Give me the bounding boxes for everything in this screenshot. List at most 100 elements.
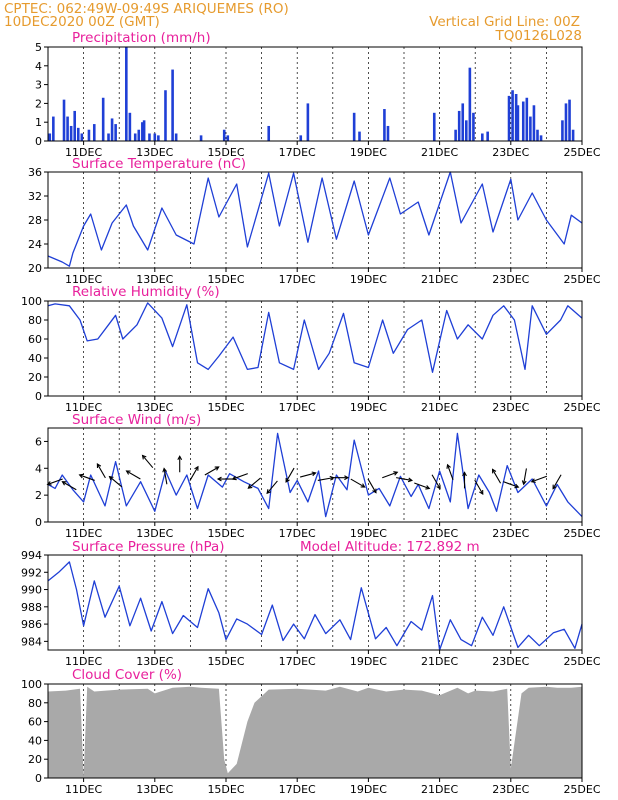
x-tick-label: 17DEC (279, 273, 316, 286)
header-run-id: TQ0126L028 (494, 28, 582, 44)
wind-arrow (396, 477, 414, 483)
y-tick-label: 994 (21, 549, 42, 562)
panel-title: Surface Pressure (hPa) (72, 539, 225, 555)
x-tick-label: 15DEC (207, 146, 244, 159)
x-tick-label: 11DEC (65, 401, 102, 414)
wind-arrow-head (372, 488, 377, 494)
bar (222, 129, 226, 141)
bar (561, 120, 564, 141)
bar (521, 101, 525, 141)
wind-arrow (216, 476, 234, 482)
bar (539, 135, 543, 141)
wind-arrow-shaft (96, 463, 106, 479)
wind-arrow-head (125, 470, 131, 475)
wind-arrow-shaft (447, 464, 454, 481)
x-tick-label: 11DEC (65, 527, 102, 540)
wind-arrow (491, 468, 502, 484)
panel-3: 0 20 40 60 80 100 11DEC 13DEC 15DEC 17DEC 19DEC 21D… (21, 284, 601, 414)
wind-arrow-shaft (204, 466, 219, 476)
wind-arrow-shaft (189, 466, 199, 481)
bar (141, 122, 144, 141)
y-tick-label: 40 (28, 734, 42, 747)
x-tick-label: 15DEC (207, 273, 244, 286)
x-tick-label: 21DEC (421, 783, 458, 796)
wind-arrow-head (61, 481, 67, 486)
bar (92, 124, 96, 141)
x-tick-label: 13DEC (136, 146, 173, 159)
x-tick-label: 21DEC (421, 273, 458, 286)
x-tick-label: 13DEC (136, 401, 173, 414)
wind-arrow-shaft (232, 473, 248, 480)
wind-arrow-shaft (247, 477, 261, 489)
panel-1: 0 1 2 3 4 5 11DEC 13DEC 15DEC 17DEC 19DEC 21DEC 23DE… (35, 30, 601, 159)
x-tick-label: 21DEC (421, 527, 458, 540)
panel-title: Surface Wind (m/s) (72, 412, 201, 428)
cloud-area (48, 686, 582, 778)
x-tick-label: 21DEC (421, 655, 458, 668)
bar (358, 131, 361, 141)
wind-arrow (189, 465, 199, 481)
x-tick-label: 23DEC (492, 783, 529, 796)
bar (171, 69, 174, 141)
y-tick-label: 28 (28, 214, 42, 227)
bar (128, 112, 132, 141)
wind-arrow-shaft (126, 470, 141, 480)
wind-arrow-head (311, 471, 317, 477)
bar (125, 47, 128, 141)
x-tick-label: 15DEC (207, 655, 244, 668)
wind-arrow (382, 471, 399, 479)
bar (525, 97, 529, 141)
y-tick-label: 6 (35, 435, 42, 448)
x-tick-label: 11DEC (65, 273, 102, 286)
bar (299, 135, 303, 141)
wind-arrow-shaft (414, 482, 430, 489)
bar (571, 129, 575, 141)
y-tick-label: 5 (35, 41, 42, 54)
x-tick-label: 25DEC (563, 146, 600, 159)
wind-arrow-shaft (492, 469, 502, 484)
wind-arrow-head (360, 483, 366, 488)
panel-annotation: Model Altitude: 172.892 m (300, 539, 480, 555)
wind-arrow-head (514, 483, 520, 489)
y-tick-label: 0 (35, 135, 42, 148)
x-tick-label: 19DEC (350, 146, 387, 159)
wind-arrow-shaft (396, 477, 412, 481)
wind-arrow (61, 481, 77, 491)
bar (62, 99, 66, 141)
bar (457, 110, 461, 141)
y-tick-label: 100 (21, 678, 42, 691)
y-tick-label: 986 (21, 618, 42, 631)
wind-arrow-head (177, 455, 183, 461)
panel-frame (47, 46, 583, 142)
y-tick-label: 60 (28, 716, 42, 729)
panel-4: 0 2 4 6 11DEC 13DEC 15DEC 17DEC 19DEC 21DEC 23DEC 2… (35, 412, 601, 540)
wind-arrow-head (194, 465, 199, 471)
x-tick-label: 25DEC (563, 655, 600, 668)
wind-arrow (503, 481, 520, 489)
y-tick-label: 24 (28, 238, 42, 251)
panel-frame (47, 554, 583, 651)
x-tick-label: 13DEC (136, 273, 173, 286)
wind-arrow-head (344, 475, 350, 481)
bar (486, 131, 489, 141)
wind-arrow-shaft (266, 480, 278, 494)
x-tick-label: 23DEC (492, 527, 529, 540)
x-tick-label: 23DEC (492, 273, 529, 286)
x-tick-label: 11DEC (65, 655, 102, 668)
wind-arrow (350, 478, 366, 488)
panel-title: Surface Temperature (nC) (72, 156, 246, 172)
panel-title: Relative Humidity (%) (72, 284, 220, 300)
y-tick-label: 2 (35, 97, 42, 110)
y-tick-label: 984 (21, 635, 42, 648)
header-grid-note: Vertical Grid Line: 00Z (429, 14, 580, 30)
bar (536, 129, 539, 141)
bar (76, 127, 80, 141)
bar (142, 120, 146, 141)
wind-arrow-head (231, 475, 237, 481)
bar (481, 133, 484, 141)
wind-arrow (521, 468, 527, 486)
wind-arrow (552, 474, 562, 490)
wind-arrow-head (436, 484, 441, 490)
bar (352, 112, 356, 141)
y-tick-label: 80 (28, 314, 42, 327)
